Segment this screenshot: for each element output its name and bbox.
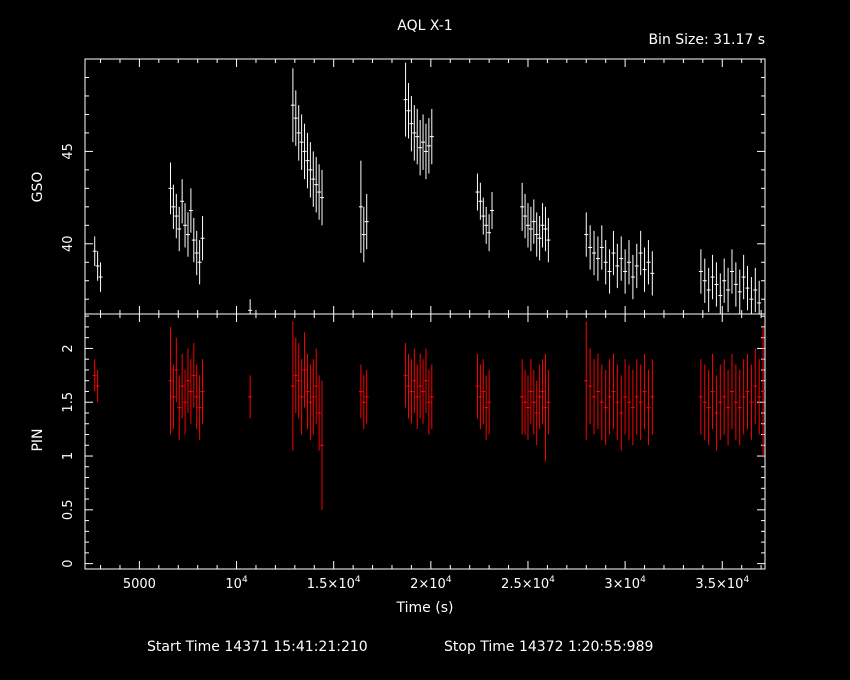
x-tick-label: 3.5×104 (695, 575, 749, 592)
gso-plot-frame (84, 58, 766, 315)
x-axis-label: Time (s) (396, 600, 454, 616)
x-tick-label: 3×104 (604, 575, 646, 592)
pin-y-tick-label: 1 (61, 452, 76, 460)
stop-time-label: Stop Time 14372 1:20:55:989 (444, 639, 653, 655)
pin-y-tick-label: 0.5 (61, 499, 76, 520)
x-tick-label: 104 (225, 575, 248, 592)
pin-y-tick-label: 2 (61, 344, 76, 352)
x-tick-label: 2×104 (410, 575, 452, 592)
chart-title: AQL X-1 (397, 18, 452, 34)
pin-plot-frame (84, 313, 766, 570)
x-tick-label: 5000 (123, 577, 156, 592)
gso-y-tick-label: 45 (61, 143, 76, 160)
gso-y-tick-label: 40 (61, 236, 76, 253)
gso-axis-label: GSO (30, 172, 46, 203)
pin-axis-label: PIN (30, 428, 46, 451)
pin-y-tick-label: 0 (61, 559, 76, 567)
start-time-label: Start Time 14371 15:41:21:210 (147, 639, 368, 655)
pin-y-tick-label: 1.5 (61, 392, 76, 413)
x-tick-label: 2.5×104 (501, 575, 555, 592)
bin-size-label: Bin Size: 31.17 s (648, 32, 765, 48)
x-tick-label: 1.5×104 (307, 575, 361, 592)
